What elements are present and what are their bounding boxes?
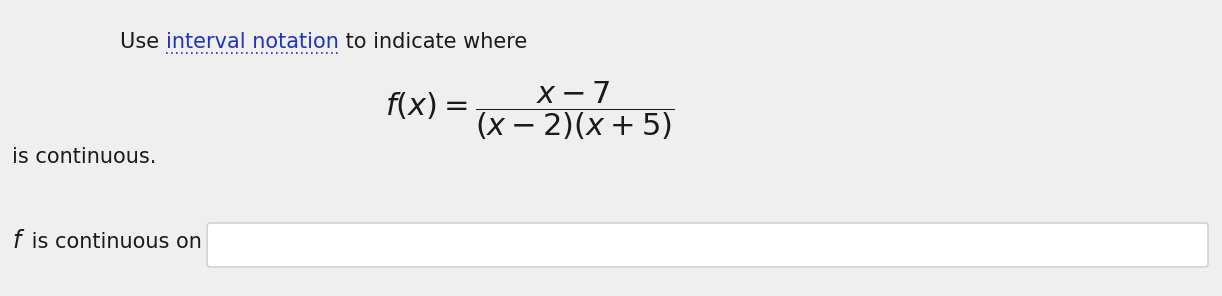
Text: $f(x) = \dfrac{x - 7}{(x - 2)(x + 5)}$: $f(x) = \dfrac{x - 7}{(x - 2)(x + 5)}$ — [385, 80, 675, 142]
Text: to indicate where: to indicate where — [338, 32, 527, 52]
FancyBboxPatch shape — [208, 223, 1209, 267]
Text: interval notation: interval notation — [166, 32, 338, 52]
Text: Use: Use — [120, 32, 166, 52]
Text: is continuous.: is continuous. — [12, 147, 156, 167]
Text: is continuous on: is continuous on — [26, 232, 202, 252]
Text: $f$: $f$ — [12, 229, 26, 253]
